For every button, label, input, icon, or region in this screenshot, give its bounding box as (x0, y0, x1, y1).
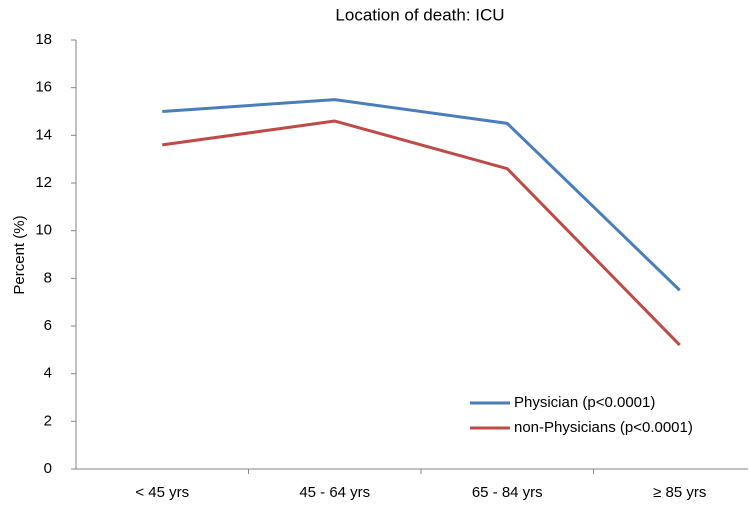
y-tick-label: 10 (35, 222, 52, 239)
chart-title: Location of death: ICU (335, 5, 504, 24)
y-tick-label: 2 (44, 412, 52, 429)
legend-label: Physician (p<0.0001) (514, 394, 655, 411)
series-line (162, 119, 681, 347)
legend-label: non-Physicians (p<0.0001) (514, 419, 693, 436)
y-tick-label: 6 (44, 317, 52, 334)
y-tick-label: 12 (35, 174, 52, 191)
y-tick-label: 0 (44, 460, 52, 477)
y-tick-label: 16 (35, 79, 52, 96)
y-tick-label: 8 (44, 269, 52, 286)
x-tick-label: 65 - 84 yrs (472, 484, 543, 501)
y-tick-label: 4 (44, 365, 52, 382)
series-line (162, 98, 681, 292)
y-axis-label: Percent (%) (11, 215, 28, 294)
x-tick-label: ≥ 85 yrs (653, 484, 706, 501)
x-tick-label: 45 - 64 yrs (299, 484, 370, 501)
y-tick-label: 14 (35, 126, 52, 143)
y-tick-label: 18 (35, 31, 52, 48)
x-tick-label: < 45 yrs (135, 484, 189, 501)
